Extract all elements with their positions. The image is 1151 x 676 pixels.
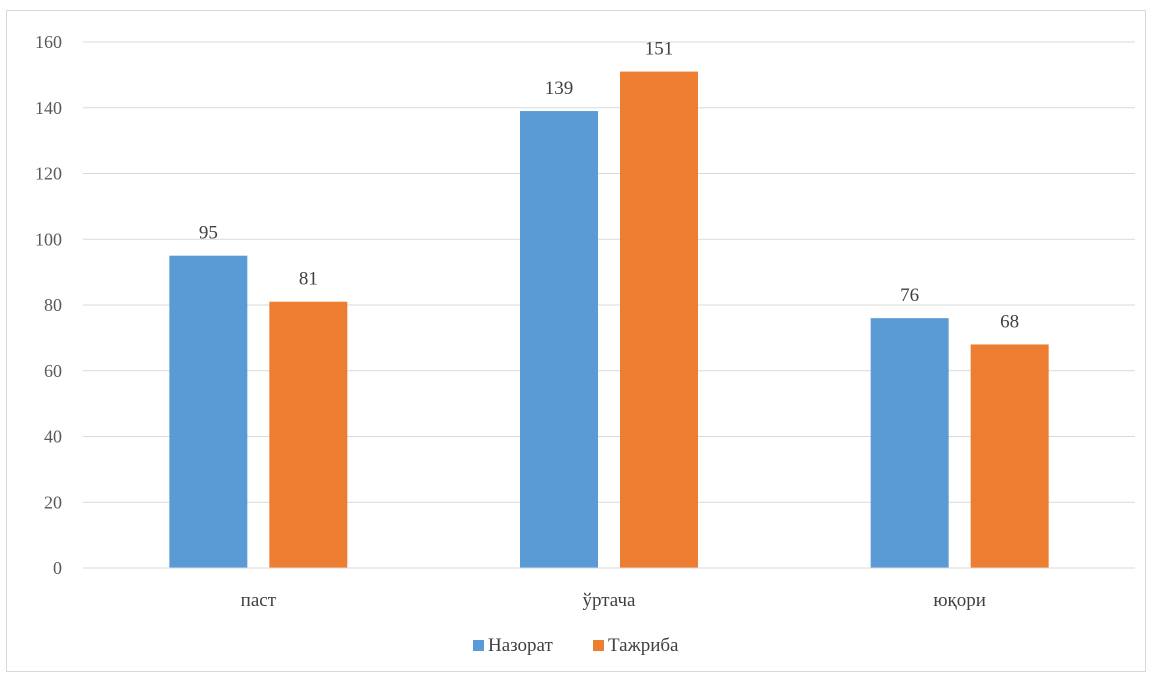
- data-label: 139: [545, 78, 574, 99]
- data-label: 95: [199, 223, 218, 244]
- bar-experiment-1: [620, 71, 698, 569]
- bar-control-1: [520, 111, 598, 568]
- y-axis-ticks: 0 20 40 60 80 100 120 140 160: [35, 32, 62, 578]
- bar-control-2: [870, 318, 949, 568]
- y-tick-label: 40: [44, 427, 62, 447]
- y-tick-label: 120: [35, 164, 62, 184]
- legend-swatch: [593, 640, 604, 651]
- y-tick-label: 100: [35, 229, 62, 249]
- legend-label: Тажриба: [608, 635, 679, 656]
- legend: Назорат Тажриба: [473, 635, 679, 656]
- y-tick-label: 160: [35, 32, 62, 52]
- gridlines: [83, 41, 1135, 503]
- data-label: 76: [900, 285, 919, 306]
- y-tick-label: 80: [44, 295, 62, 315]
- data-labels: 95 81 139 151 76 68: [199, 39, 1019, 333]
- data-label: 151: [645, 39, 674, 60]
- y-tick-label: 60: [44, 361, 62, 381]
- bars: [169, 71, 1049, 569]
- y-tick-label: 0: [53, 558, 62, 578]
- legend-swatch: [473, 640, 484, 651]
- x-axis-categories: паст ўртача юқори: [241, 590, 986, 611]
- bar-experiment-2: [970, 344, 1049, 568]
- legend-label: Назорат: [488, 635, 553, 656]
- bar-control-0: [169, 255, 248, 568]
- x-category-label: юқори: [933, 590, 986, 611]
- bar-experiment-0: [269, 301, 348, 568]
- y-tick-label: 140: [35, 98, 62, 118]
- data-label: 68: [1000, 311, 1019, 332]
- y-tick-label: 20: [44, 492, 62, 512]
- data-label: 81: [299, 269, 318, 290]
- x-category-label: ўртача: [583, 590, 637, 611]
- x-category-label: паст: [241, 590, 277, 611]
